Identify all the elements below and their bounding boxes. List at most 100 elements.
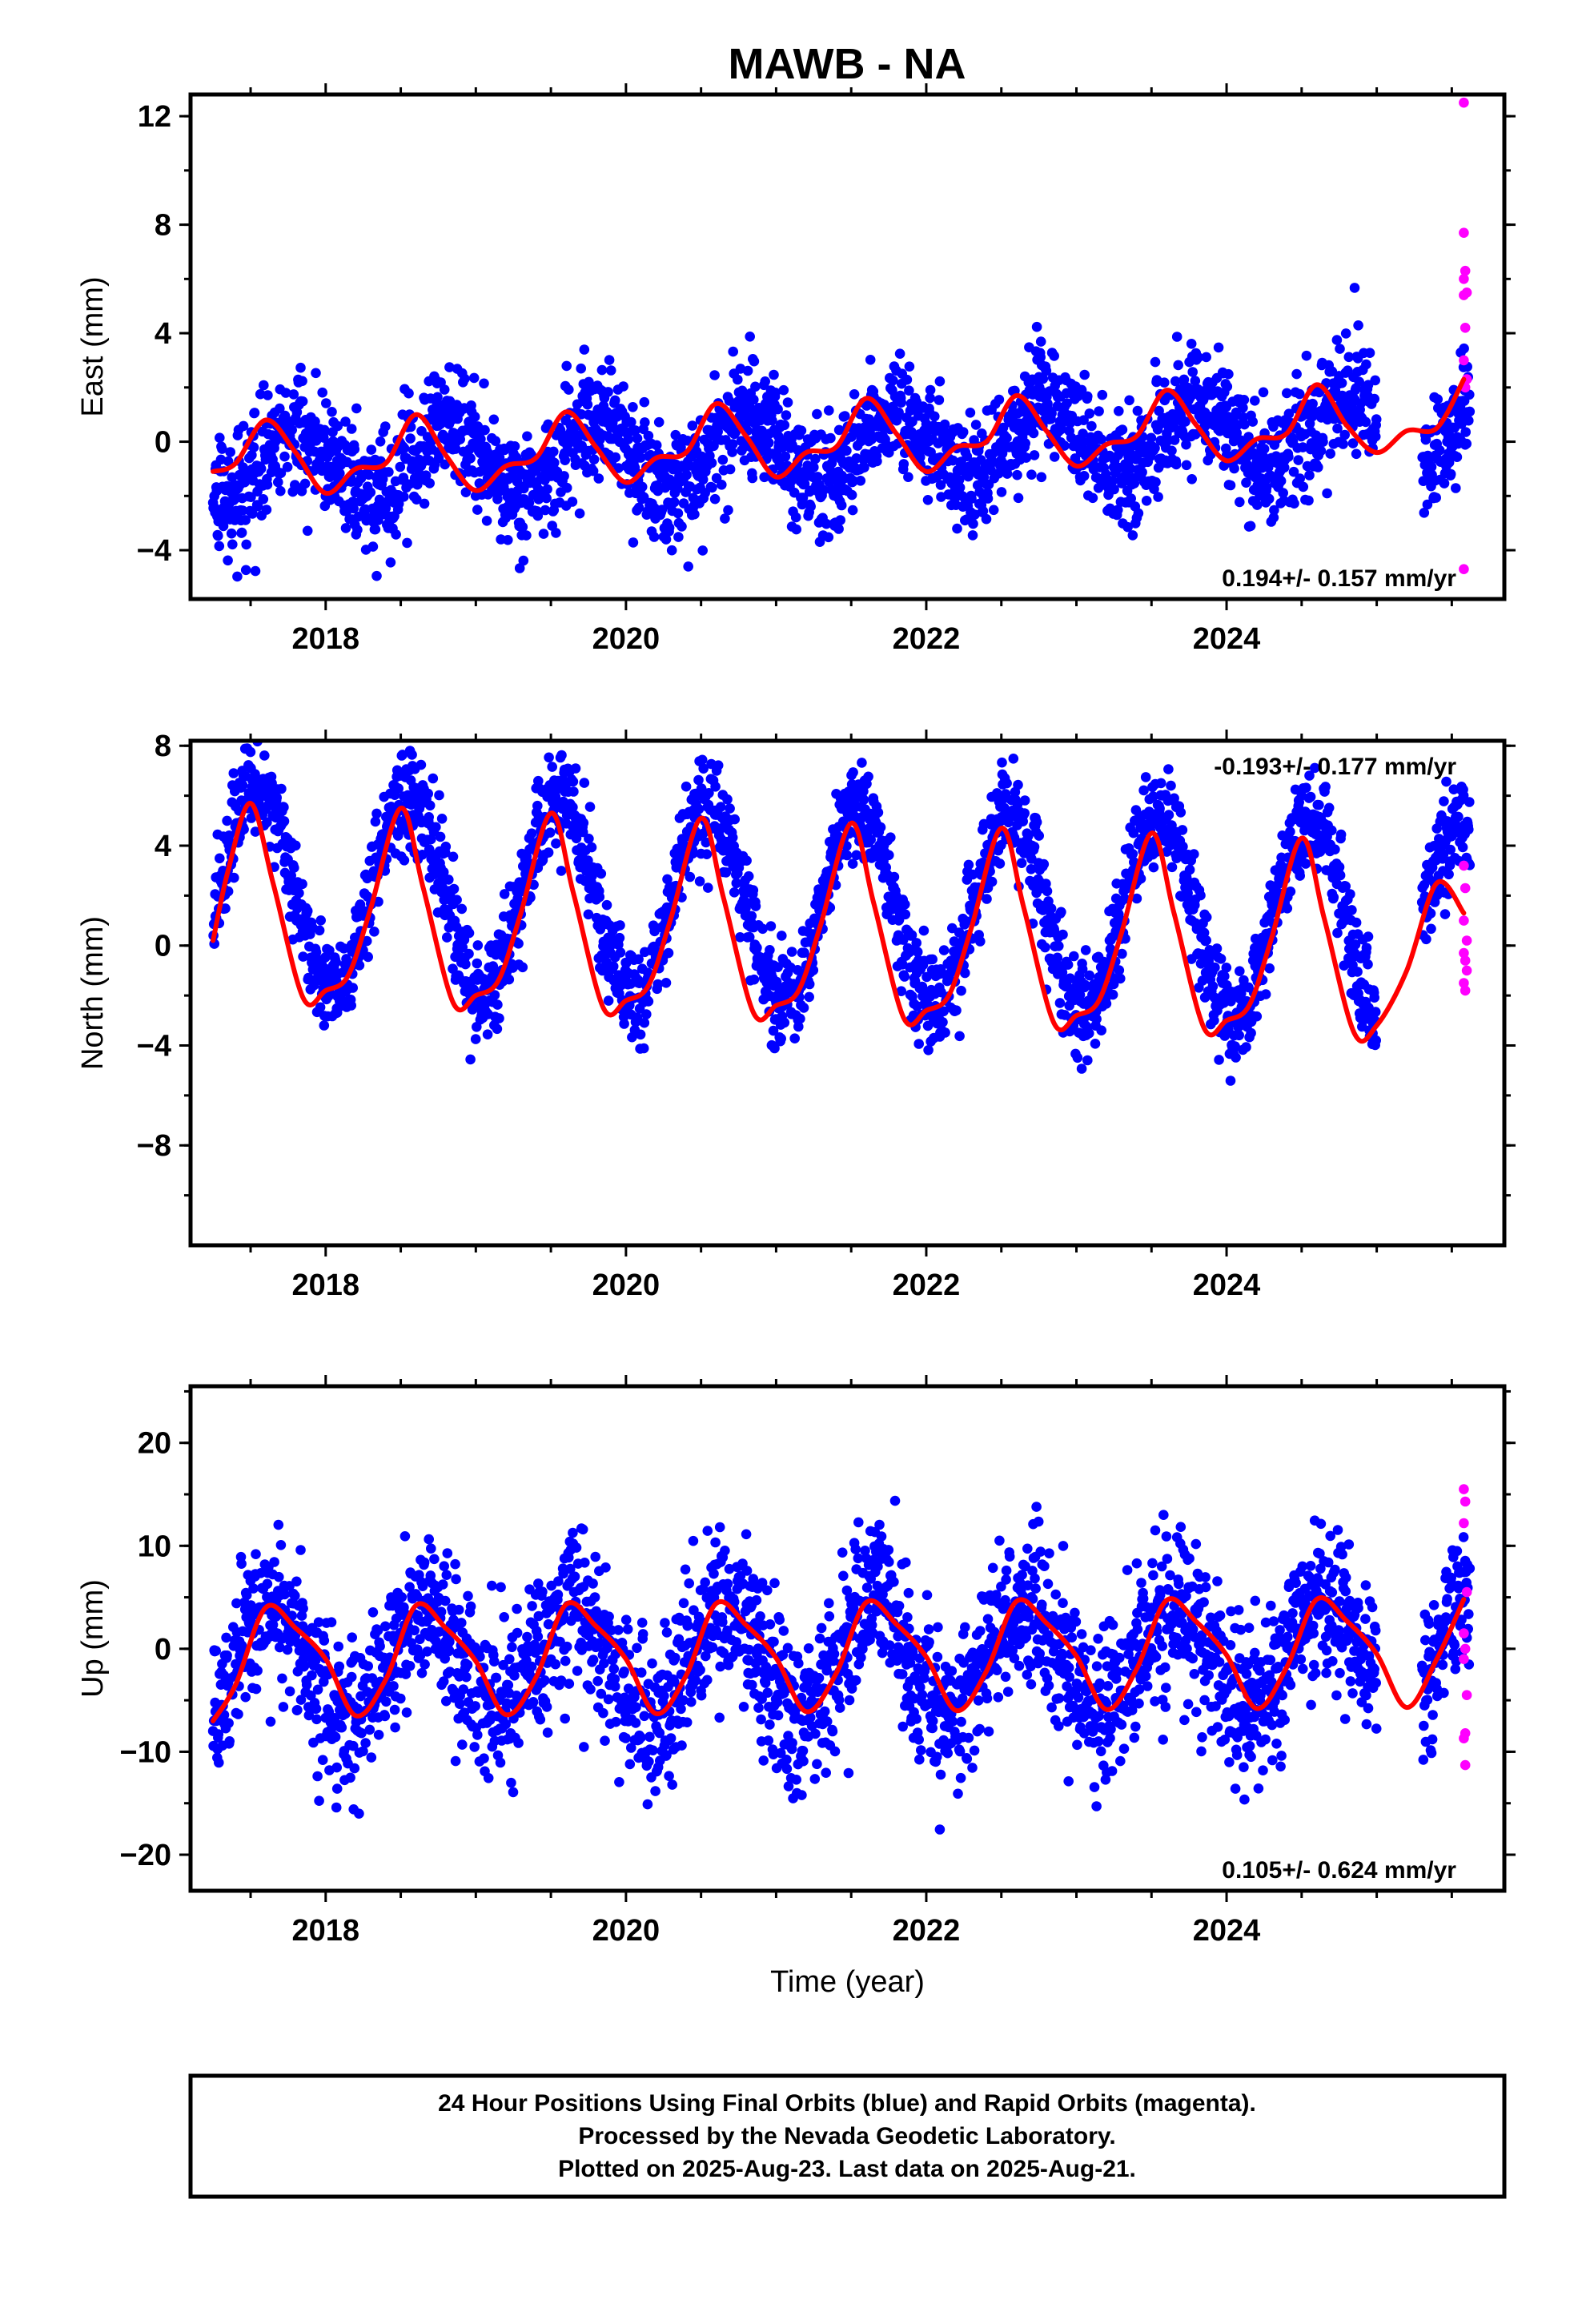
east-final-point [1282, 388, 1292, 399]
east-final-point [994, 394, 1005, 405]
north-final-point [436, 814, 448, 824]
east-final-point [1038, 373, 1049, 384]
east-final-point [962, 451, 973, 462]
north-final-point [768, 1025, 779, 1036]
east-final-point [517, 521, 528, 533]
north-final-point [701, 849, 713, 859]
east-final-point [610, 395, 620, 406]
east-final-point [348, 503, 359, 514]
east-final-point [321, 398, 331, 408]
east-final-point [782, 397, 793, 408]
north-final-point [1054, 941, 1064, 951]
east-final-point [404, 388, 414, 399]
north-final-point [713, 760, 724, 770]
east-final-point [1171, 332, 1182, 342]
east-final-point [282, 461, 293, 472]
east-final-point [1338, 439, 1348, 449]
east-final-point [1127, 530, 1138, 541]
east-final-point [226, 528, 237, 539]
east-final-point [1371, 414, 1382, 424]
north-final-point [355, 899, 366, 910]
north-final-point [568, 776, 579, 787]
north-final-point [1169, 793, 1179, 804]
north-final-point [448, 851, 459, 862]
east-final-point [956, 460, 967, 471]
east-final-point [542, 484, 552, 495]
east-final-point [375, 436, 386, 447]
north-final-point [779, 1017, 790, 1028]
east-final-point [551, 528, 561, 538]
east-final-point [673, 508, 684, 519]
north-final-point [1251, 1011, 1263, 1022]
north-final-point [765, 921, 777, 931]
north-final-point [639, 1017, 650, 1028]
north-final-point [956, 985, 966, 996]
north-final-point [1201, 912, 1212, 923]
north-final-point [1214, 1055, 1224, 1065]
east-final-point [1166, 445, 1177, 456]
north-final-point [361, 935, 372, 947]
east-final-point [248, 442, 259, 452]
north-final-point [735, 932, 745, 943]
north-final-point [1335, 829, 1347, 840]
east-final-point [605, 365, 616, 376]
east-final-point [904, 385, 914, 396]
north-final-point [465, 1054, 476, 1065]
east-final-point [849, 389, 860, 400]
east-final-point [1235, 497, 1245, 508]
north-final-point [482, 1029, 493, 1039]
east-final-point [1186, 474, 1197, 485]
east-final-point [561, 482, 572, 493]
east-final-point [727, 447, 737, 457]
east-final-point [240, 515, 251, 525]
east-final-point [468, 372, 480, 384]
north-final-point [424, 812, 434, 822]
north-final-point [643, 996, 654, 1007]
east-final-point [1279, 462, 1290, 473]
north-final-point [681, 781, 692, 792]
east-ytick-label: 8 [155, 209, 171, 243]
east-final-point [805, 501, 816, 512]
east-final-point [737, 385, 748, 396]
east-final-point [433, 453, 444, 464]
east-final-point [769, 369, 779, 380]
east-final-point [653, 416, 665, 428]
east-final-point [683, 561, 693, 572]
north-final-point [1041, 879, 1051, 889]
north-final-point [417, 850, 428, 860]
north-final-point [438, 866, 449, 878]
east-final-point [978, 472, 990, 482]
east-final-point [532, 510, 544, 521]
north-final-point [456, 903, 468, 915]
east-rapid-point [1459, 97, 1469, 108]
north-final-point [423, 788, 433, 799]
north-final-point [729, 887, 740, 898]
north-final-point [1231, 1052, 1241, 1063]
north-final-point [578, 818, 589, 828]
north-final-point [586, 842, 597, 853]
north-final-point [397, 750, 408, 760]
north-final-point [918, 925, 930, 936]
north-final-point [1056, 907, 1066, 918]
east-final-point [1137, 467, 1147, 477]
north-final-point [1320, 782, 1331, 792]
north-final-point [339, 943, 349, 954]
north-final-point [789, 1033, 800, 1043]
east-final-point [1426, 461, 1437, 472]
north-final-point [698, 763, 709, 774]
east-final-point [582, 399, 593, 410]
east-final-point [1078, 428, 1088, 439]
north-final-point [583, 909, 594, 920]
north-final-point [251, 730, 262, 740]
north-final-point [1215, 954, 1227, 964]
east-final-point [1078, 471, 1090, 481]
east-final-point [996, 487, 1007, 497]
east-final-point [720, 513, 730, 524]
north-final-point [291, 840, 301, 851]
north-final-point [1154, 803, 1165, 814]
east-final-point [490, 436, 501, 446]
north-final-point [499, 889, 510, 899]
east-final-point [249, 408, 260, 418]
north-final-point [913, 1039, 924, 1049]
